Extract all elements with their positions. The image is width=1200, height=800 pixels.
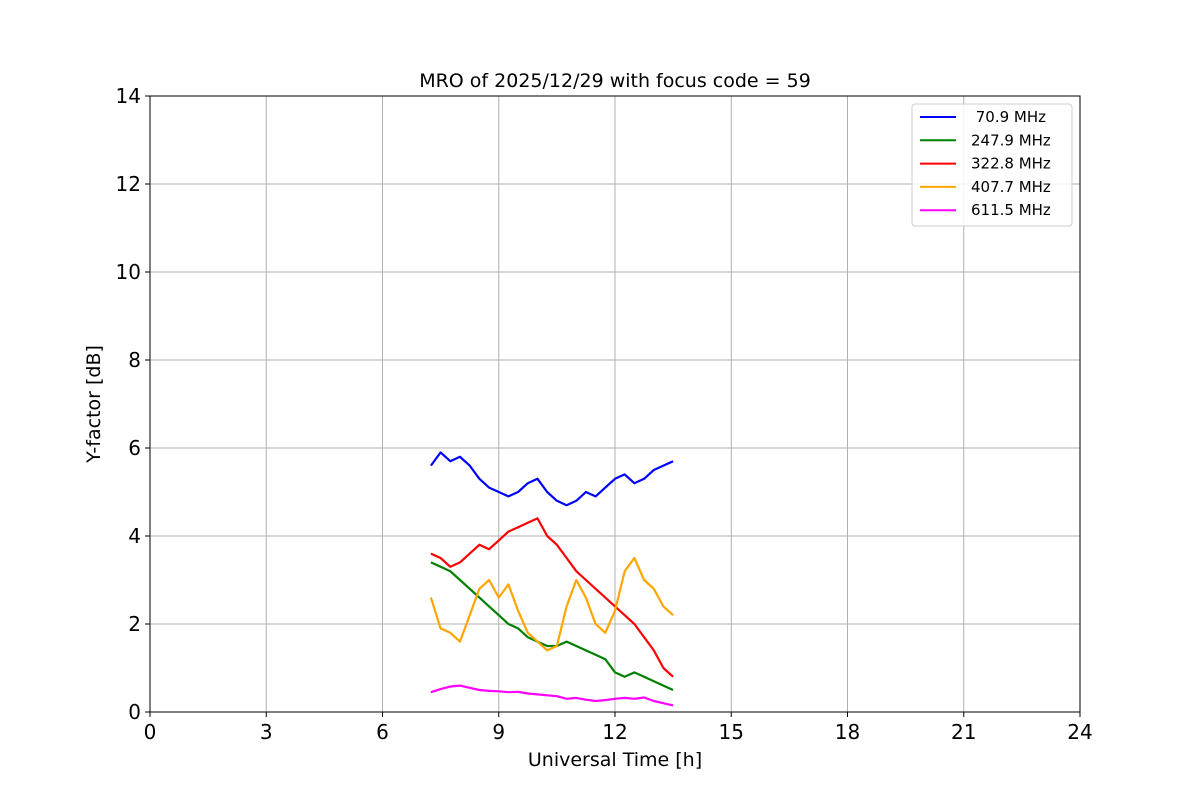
legend: 70.9 MHz 247.9 MHz 322.8 MHz 407.7 MHz 611.5…	[911, 103, 1073, 227]
legend-label: 322.8 MHz	[971, 155, 1051, 173]
y-tick-label: 6	[128, 436, 141, 460]
y-tick-label: 12	[116, 172, 141, 196]
y-axis-label: Y-factor [dB]	[83, 345, 105, 464]
x-axis-ticks: 0 3 6 9 12 15 18 21 24	[144, 712, 1093, 744]
series-lines	[429, 451, 674, 707]
y-tick-label: 2	[128, 612, 141, 636]
series-line-3	[429, 556, 674, 652]
x-tick-label: 24	[1067, 720, 1092, 744]
legend-label: 70.9 MHz	[971, 108, 1046, 126]
legend-label: 407.7 MHz	[971, 178, 1051, 196]
series-line-1	[430, 561, 674, 692]
series-line-2	[430, 517, 674, 678]
legend-box	[911, 103, 1073, 227]
x-tick-label: 6	[376, 720, 389, 744]
series-line-0	[430, 451, 674, 507]
y-axis-ticks: 0 2 4 6 8 10 12 14	[116, 84, 150, 724]
y-tick-label: 10	[116, 260, 141, 284]
chart-title: MRO of 2025/12/29 with focus code = 59	[419, 70, 811, 92]
x-axis-label: Universal Time [h]	[528, 749, 702, 771]
y-tick-label: 0	[128, 700, 141, 724]
legend-label: 611.5 MHz	[971, 201, 1051, 219]
x-tick-label: 12	[602, 720, 627, 744]
x-tick-label: 9	[492, 720, 505, 744]
y-tick-label: 8	[128, 348, 141, 372]
y-tick-label: 14	[116, 84, 141, 108]
x-tick-label: 0	[144, 720, 157, 744]
x-tick-label: 3	[260, 720, 273, 744]
x-tick-label: 15	[719, 720, 744, 744]
x-tick-label: 21	[951, 720, 976, 744]
series-line-4	[430, 684, 674, 707]
legend-label: 247.9 MHz	[971, 131, 1051, 149]
x-tick-label: 18	[835, 720, 860, 744]
y-tick-label: 4	[128, 524, 141, 548]
